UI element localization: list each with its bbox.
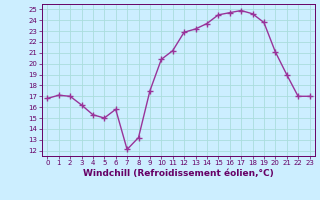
X-axis label: Windchill (Refroidissement éolien,°C): Windchill (Refroidissement éolien,°C): [83, 169, 274, 178]
